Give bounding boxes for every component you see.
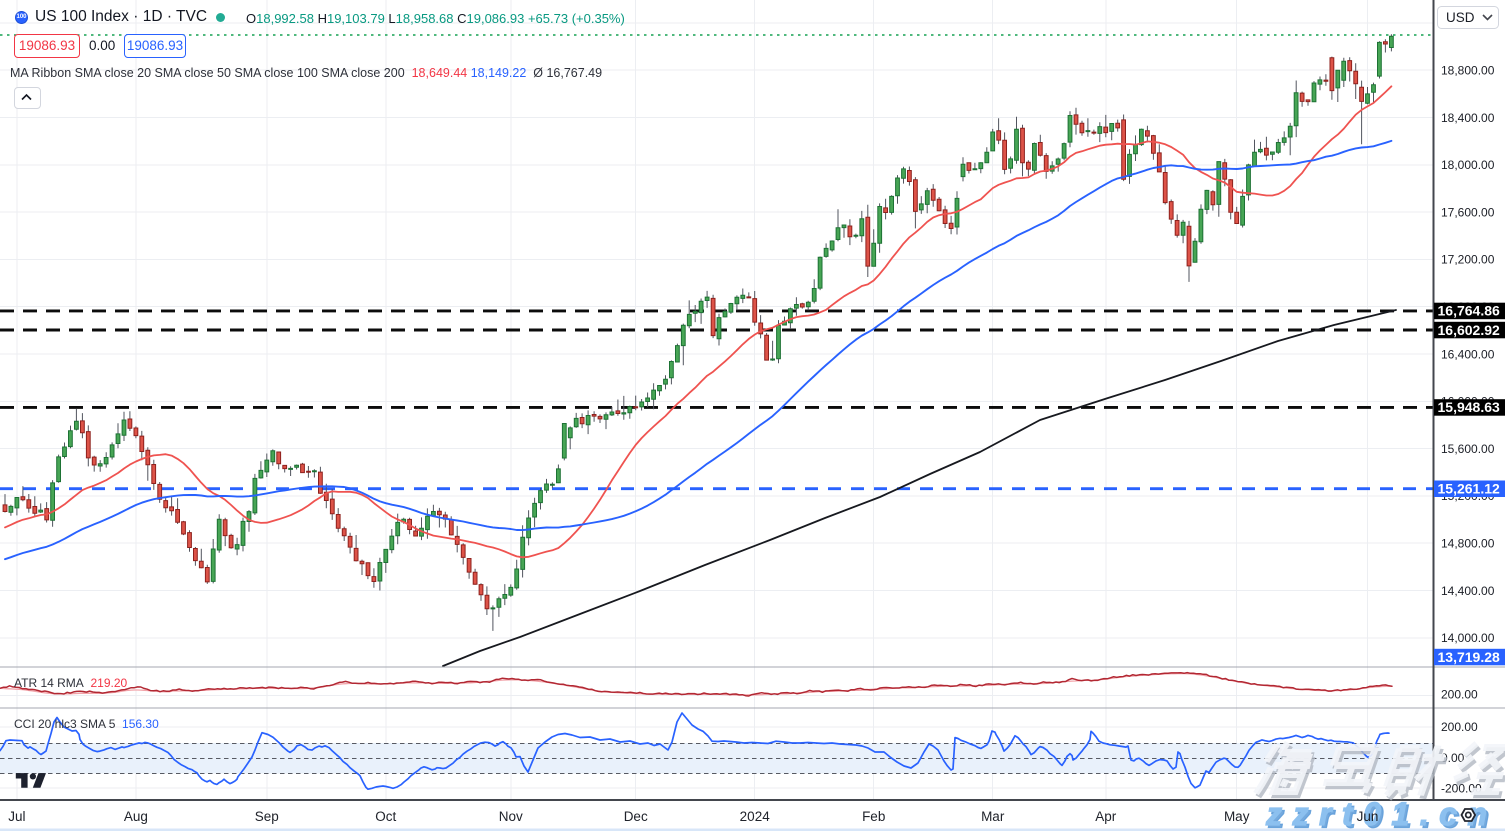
svg-text:17,600.00: 17,600.00 xyxy=(1441,205,1495,219)
svg-text:Sep: Sep xyxy=(255,809,279,824)
svg-text:Apr: Apr xyxy=(1095,809,1117,824)
svg-text:15,948.63: 15,948.63 xyxy=(1438,399,1500,415)
svg-text:Jun: Jun xyxy=(1357,809,1379,824)
svg-text:USD: USD xyxy=(1446,10,1475,25)
svg-text:Dec: Dec xyxy=(624,809,648,824)
svg-text:Oct: Oct xyxy=(375,809,396,824)
svg-text:15,600.00: 15,600.00 xyxy=(1441,442,1495,456)
svg-text:200.00: 200.00 xyxy=(1441,688,1478,702)
svg-text:2024: 2024 xyxy=(740,809,771,824)
svg-text:zzrt01.cn: zzrt01.cn xyxy=(1268,799,1500,832)
svg-text:17,200.00: 17,200.00 xyxy=(1441,253,1495,267)
svg-text:Mar: Mar xyxy=(981,809,1005,824)
svg-text:Nov: Nov xyxy=(499,809,523,824)
svg-text:16,764.86: 16,764.86 xyxy=(1438,303,1500,319)
svg-text:zzrt01.cn: zzrt01.cn xyxy=(1265,796,1497,831)
svg-text:18,400.00: 18,400.00 xyxy=(1441,111,1495,125)
svg-text:15,261.12: 15,261.12 xyxy=(1438,481,1500,497)
svg-text:16,602.92: 16,602.92 xyxy=(1438,322,1500,338)
svg-text:14,400.00: 14,400.00 xyxy=(1441,584,1495,598)
svg-text:14,800.00: 14,800.00 xyxy=(1441,537,1495,551)
svg-text:May: May xyxy=(1224,809,1250,824)
svg-text:18,000.00: 18,000.00 xyxy=(1441,158,1495,172)
svg-text:0.00: 0.00 xyxy=(1441,751,1465,765)
svg-text:Feb: Feb xyxy=(862,809,885,824)
svg-text:Jul: Jul xyxy=(8,809,25,824)
svg-text:Aug: Aug xyxy=(124,809,148,824)
svg-text:14,000.00: 14,000.00 xyxy=(1441,631,1495,645)
svg-text:16,400.00: 16,400.00 xyxy=(1441,347,1495,361)
svg-text:200.00: 200.00 xyxy=(1441,720,1478,734)
svg-text:18,800.00: 18,800.00 xyxy=(1441,64,1495,78)
svg-text:13,719.28: 13,719.28 xyxy=(1438,649,1500,665)
